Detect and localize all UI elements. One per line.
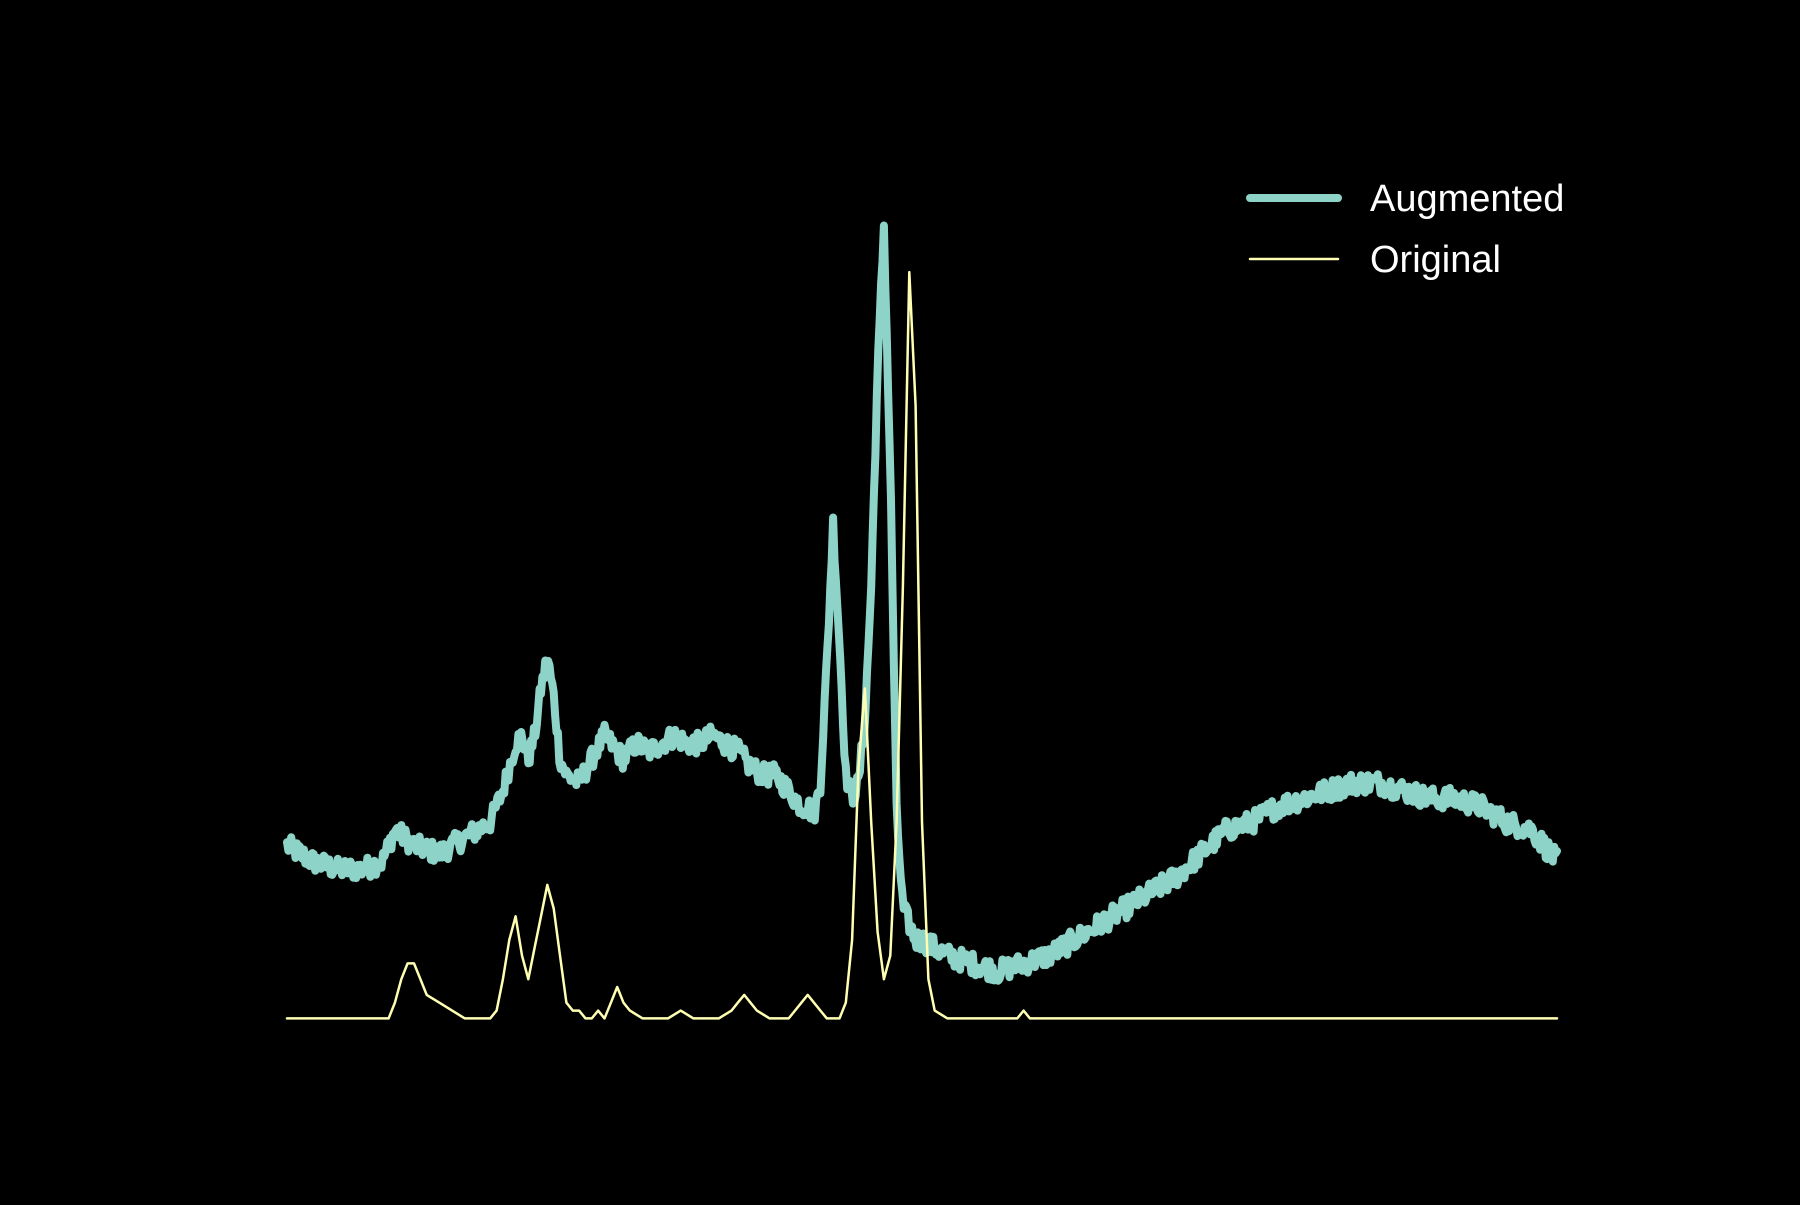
series-layer xyxy=(283,221,1561,1020)
legend-label-original: Original xyxy=(1370,239,1501,281)
series-line-original xyxy=(285,270,1559,1020)
series-line-augmented xyxy=(283,221,1561,985)
legend-label-augmented: Augmented xyxy=(1370,178,1564,220)
legend: Augmented Original xyxy=(1246,178,1564,281)
